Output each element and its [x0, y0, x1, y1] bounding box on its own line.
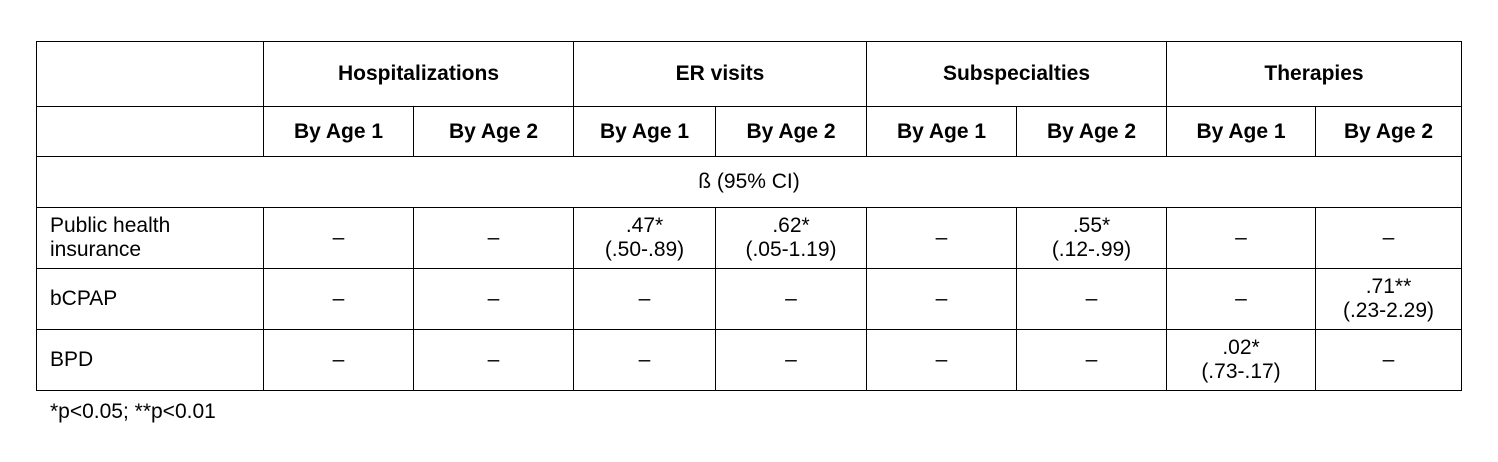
sub-header: By Age 1: [263, 106, 414, 157]
cell-line: –: [1235, 287, 1247, 310]
sub-header: By Age 2: [1315, 106, 1462, 157]
cell-line: –: [1235, 226, 1247, 249]
data-cell: –: [413, 268, 574, 330]
data-cell: .02* (.73-.17): [1166, 329, 1316, 391]
stat-label: ß (95% CI): [36, 156, 1462, 208]
sub-header: By Age 1: [866, 106, 1017, 157]
cell-line: –: [638, 348, 651, 371]
cell-line: –: [332, 226, 345, 249]
data-cell: –: [1016, 268, 1167, 330]
results-table: Hospitalizations ER visits Subspecialties T…: [36, 41, 1462, 391]
cell-line: (.50-.89): [604, 238, 685, 261]
cell-line: –: [638, 287, 651, 310]
row-label: BPD: [36, 329, 264, 391]
data-cell: –: [413, 329, 574, 391]
cell-line: –: [935, 226, 948, 249]
sub-header-row: By Age 1 By Age 2 By Age 1 By Age 2 By Age 1…: [36, 106, 1462, 157]
row-label: bCPAP: [36, 268, 264, 330]
cell-line: (.23-2.29): [1342, 299, 1435, 322]
group-header: Therapies: [1166, 41, 1462, 107]
cell-line: –: [332, 287, 345, 310]
data-cell: –: [573, 329, 716, 391]
footnote: *p<0.05; **p<0.01: [50, 400, 216, 423]
row-label: Public health insurance: [36, 207, 264, 269]
data-cell: –: [715, 329, 867, 391]
data-row: Public health insurance – – .47* (.50-.89) .6…: [36, 207, 1462, 269]
cell-line: –: [1085, 287, 1098, 310]
cell-line: –: [935, 287, 948, 310]
sub-header: By Age 2: [715, 106, 867, 157]
data-row: bCPAP – – – – – – – .71** (.23-2.29): [36, 268, 1462, 330]
data-cell: .71** (.23-2.29): [1315, 268, 1462, 330]
cell-line: –: [487, 226, 500, 249]
cell-line: (.73-.17): [1201, 360, 1281, 383]
data-cell: –: [263, 207, 414, 269]
data-cell: –: [1166, 268, 1316, 330]
cell-line: –: [785, 287, 797, 310]
sub-header: By Age 2: [413, 106, 574, 157]
table-body: Hospitalizations ER visits Subspecialties T…: [36, 41, 1462, 391]
sub-header: By Age 2: [1016, 106, 1167, 157]
data-cell: .47* (.50-.89): [573, 207, 716, 269]
cell-line: (.12-.99): [1051, 238, 1132, 261]
data-cell: –: [866, 329, 1017, 391]
cell-line: .47*: [625, 214, 664, 237]
group-header: Subspecialties: [866, 41, 1167, 107]
cell-line: –: [1382, 226, 1395, 249]
cell-line: .62*: [772, 214, 810, 237]
group-header: ER visits: [573, 41, 867, 107]
cell-line: –: [935, 348, 948, 371]
data-cell: –: [263, 268, 414, 330]
cell-line: –: [1382, 348, 1395, 371]
data-cell: –: [866, 268, 1017, 330]
data-cell: –: [573, 268, 716, 330]
cell-line: .55*: [1072, 214, 1111, 237]
data-cell: –: [1166, 207, 1316, 269]
cell-line: .71**: [1365, 275, 1412, 298]
sub-header: By Age 1: [1166, 106, 1316, 157]
data-cell: .55* (.12-.99): [1016, 207, 1167, 269]
data-row: BPD – – – – – – .02* (.73-.17) –: [36, 329, 1462, 391]
stat-row: ß (95% CI): [36, 156, 1462, 208]
data-cell: .62* (.05-1.19): [715, 207, 867, 269]
group-header: Hospitalizations: [263, 41, 574, 107]
data-cell: –: [1315, 329, 1462, 391]
cell-line: –: [332, 348, 345, 371]
cell-line: –: [785, 348, 797, 371]
cell-line: –: [1085, 348, 1098, 371]
data-cell: –: [1315, 207, 1462, 269]
empty-cell: [36, 106, 264, 157]
cell-line: –: [487, 348, 500, 371]
sub-header: By Age 1: [573, 106, 716, 157]
data-cell: –: [715, 268, 867, 330]
data-cell: –: [866, 207, 1017, 269]
group-header-row: Hospitalizations ER visits Subspecialties T…: [36, 41, 1462, 107]
data-cell: –: [263, 329, 414, 391]
data-cell: –: [413, 207, 574, 269]
empty-cell: [36, 41, 264, 107]
data-cell: –: [1016, 329, 1167, 391]
cell-line: .02*: [1222, 336, 1260, 359]
cell-line: (.05-1.19): [745, 238, 837, 261]
cell-line: –: [487, 287, 500, 310]
